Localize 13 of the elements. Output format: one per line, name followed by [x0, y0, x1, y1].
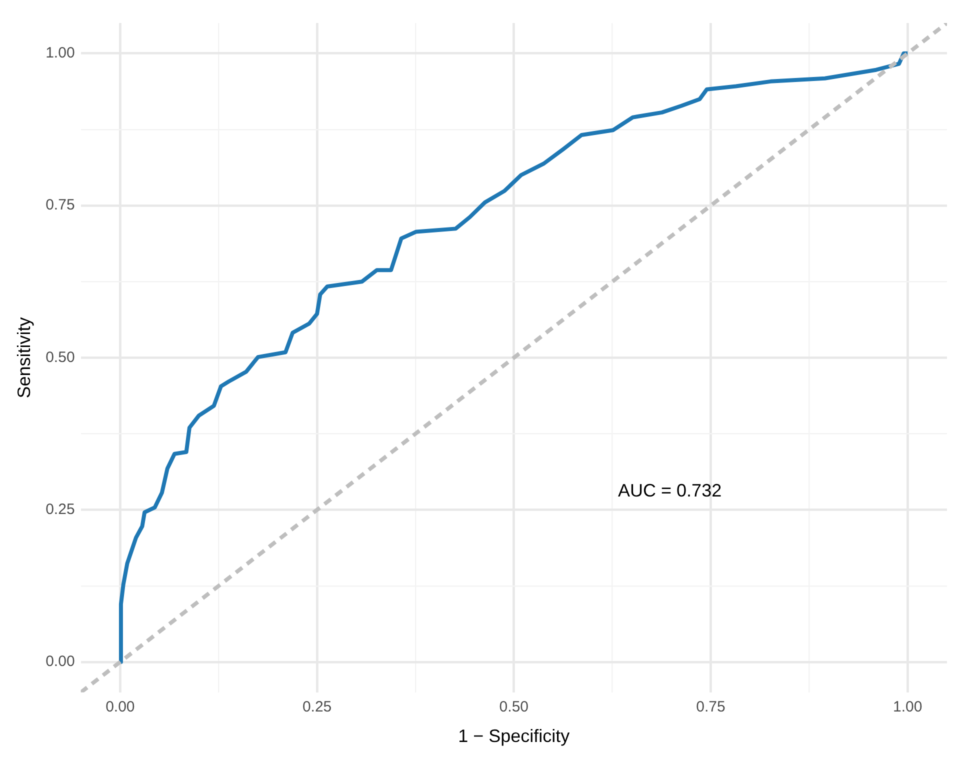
- y-tick-label: 0.00: [46, 653, 75, 670]
- x-axis-title: 1 − Specificity: [458, 726, 570, 746]
- x-tick-label: 1.00: [893, 698, 922, 716]
- annotation: AUC = 0.732: [618, 480, 722, 501]
- x-tick-label: 0.25: [302, 698, 332, 716]
- y-tick-label: 0.25: [46, 500, 75, 518]
- y-tick-label: 0.75: [46, 196, 75, 214]
- y-axis-title: Sensitivity: [14, 317, 34, 398]
- x-tick-label: 0.75: [696, 698, 726, 716]
- y-tick-label: 0.50: [46, 348, 75, 366]
- x-tick-label: 0.00: [106, 698, 135, 716]
- x-tick-label: 0.50: [499, 698, 528, 716]
- y-tick-label: 1.00: [46, 44, 75, 62]
